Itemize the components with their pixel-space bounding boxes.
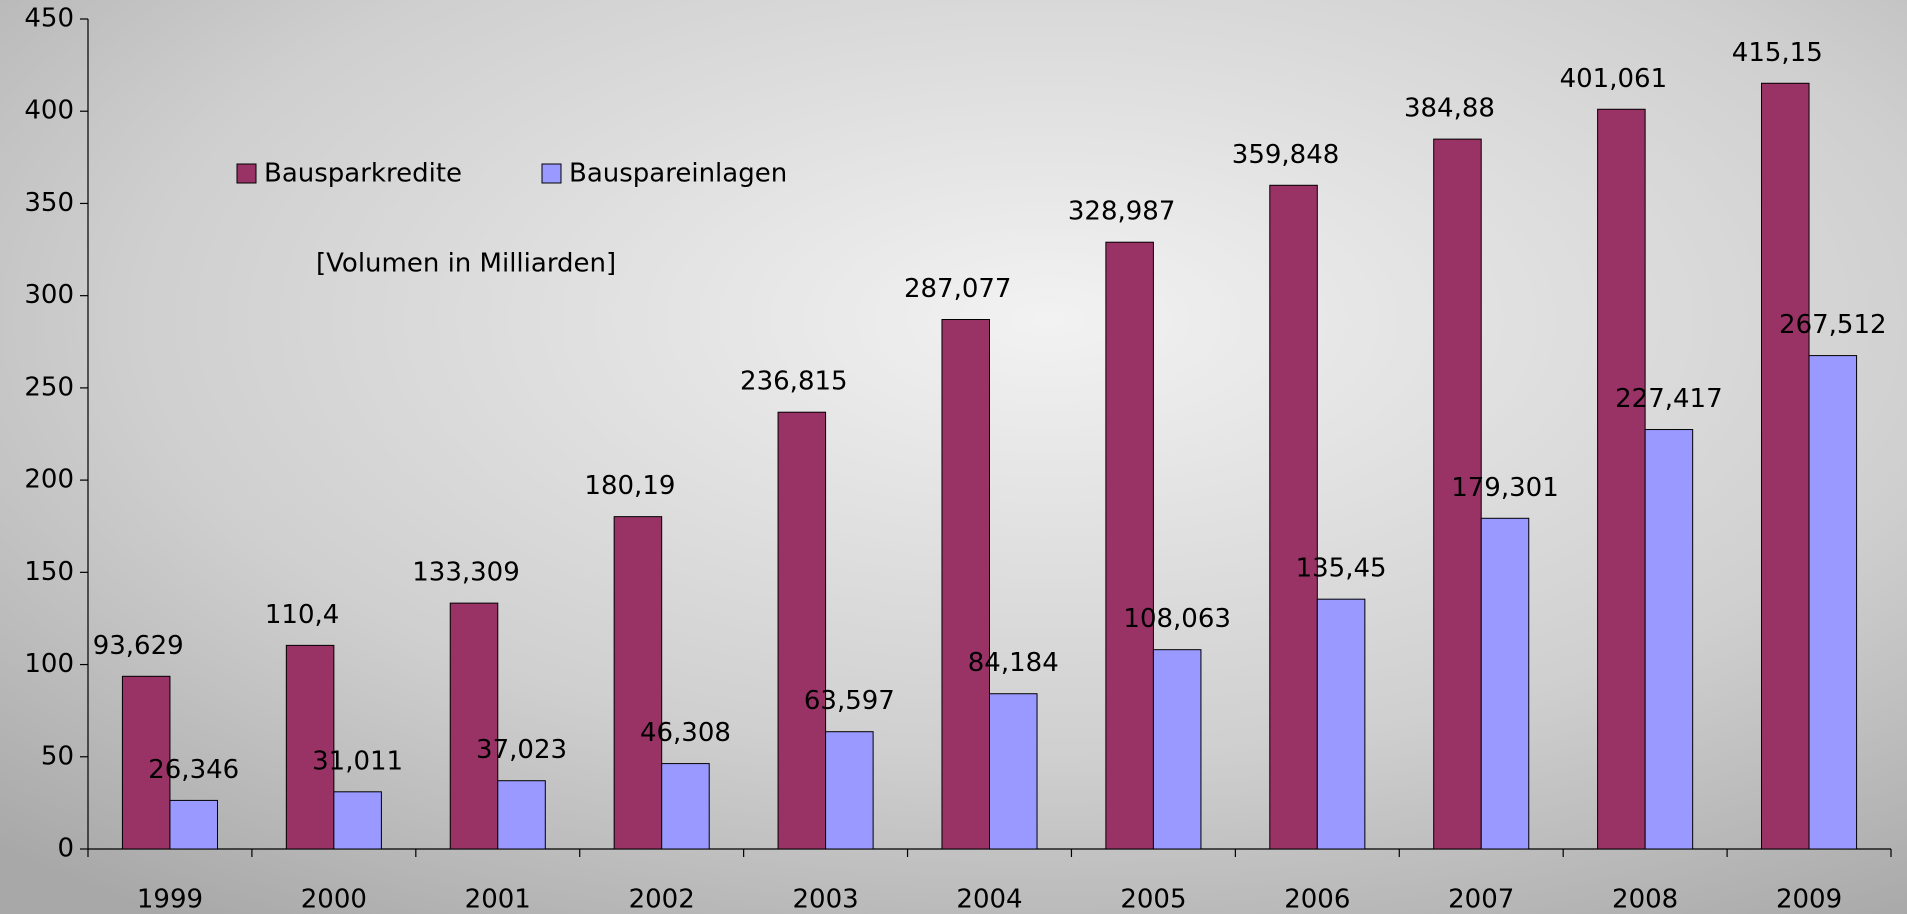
bar bbox=[1269, 184, 1318, 850]
bar bbox=[497, 780, 546, 850]
bar bbox=[777, 411, 827, 850]
y-tick-label: 200 bbox=[24, 465, 74, 495]
value-label: 135,45 bbox=[1296, 554, 1387, 584]
x-tick-label: 2002 bbox=[629, 885, 695, 914]
bar bbox=[661, 763, 710, 850]
value-label: 267,512 bbox=[1779, 310, 1887, 340]
value-label: 359,848 bbox=[1232, 140, 1340, 170]
bar bbox=[285, 644, 335, 850]
x-tick-label: 2001 bbox=[465, 885, 531, 914]
x-tick-label: 1999 bbox=[137, 885, 203, 914]
bar bbox=[1480, 517, 1530, 850]
bar bbox=[1316, 598, 1366, 850]
bar bbox=[1433, 138, 1482, 850]
annotation: [Volumen in Milliarden] bbox=[316, 249, 616, 279]
x-tick-label: 2003 bbox=[793, 885, 859, 914]
value-label: 108,063 bbox=[1123, 604, 1231, 634]
x-tick-label: 2008 bbox=[1612, 885, 1678, 914]
bar bbox=[1808, 355, 1858, 850]
value-label: 180,19 bbox=[584, 471, 675, 501]
bar bbox=[169, 799, 218, 850]
y-tick-label: 50 bbox=[41, 741, 74, 771]
bar bbox=[1597, 108, 1646, 850]
value-label: 31,011 bbox=[312, 746, 403, 776]
bar bbox=[121, 675, 171, 850]
legend-swatch bbox=[236, 163, 257, 184]
y-tick-label: 350 bbox=[24, 188, 74, 218]
value-label: 401,061 bbox=[1560, 64, 1668, 94]
value-label: 179,301 bbox=[1451, 473, 1559, 503]
bar bbox=[449, 602, 499, 850]
bar bbox=[333, 791, 382, 850]
y-tick-label: 400 bbox=[24, 96, 74, 126]
y-tick-label: 100 bbox=[24, 649, 74, 679]
value-label: 46,308 bbox=[640, 718, 731, 748]
value-label: 26,346 bbox=[148, 755, 239, 785]
value-label: 227,417 bbox=[1615, 384, 1723, 414]
bar bbox=[613, 516, 663, 850]
value-label: 110,4 bbox=[265, 600, 339, 630]
y-tick-label: 250 bbox=[24, 372, 74, 402]
value-label: 236,815 bbox=[740, 367, 848, 397]
x-tick-label: 2004 bbox=[956, 885, 1022, 914]
value-label: 37,023 bbox=[476, 735, 567, 765]
legend-label: Bausparkredite bbox=[264, 159, 462, 189]
x-tick-label: 2000 bbox=[301, 885, 367, 914]
bar bbox=[1105, 241, 1154, 850]
x-tick-label: 2006 bbox=[1284, 885, 1350, 914]
bar bbox=[941, 319, 991, 850]
legend-label: Bauspareinlagen bbox=[569, 159, 787, 189]
value-label: 133,309 bbox=[412, 558, 520, 588]
value-label: 384,88 bbox=[1404, 94, 1495, 124]
bar bbox=[825, 731, 874, 850]
x-tick-label: 2007 bbox=[1448, 885, 1514, 914]
bar bbox=[1761, 82, 1810, 850]
x-tick-label: 2005 bbox=[1120, 885, 1186, 914]
y-tick-label: 450 bbox=[24, 4, 74, 34]
value-label: 63,597 bbox=[804, 686, 895, 716]
value-label: 415,15 bbox=[1732, 38, 1823, 68]
value-label: 93,629 bbox=[93, 631, 184, 661]
y-tick-label: 300 bbox=[24, 280, 74, 310]
x-tick-label: 2009 bbox=[1776, 885, 1842, 914]
value-label: 287,077 bbox=[904, 274, 1012, 304]
value-label: 328,987 bbox=[1068, 197, 1176, 227]
bar bbox=[1644, 429, 1694, 850]
bar bbox=[1152, 649, 1202, 850]
bar bbox=[989, 693, 1038, 850]
value-label: 84,184 bbox=[968, 648, 1059, 678]
legend-swatch bbox=[541, 163, 562, 184]
y-tick-label: 150 bbox=[24, 557, 74, 587]
y-tick-label: 0 bbox=[57, 834, 74, 864]
